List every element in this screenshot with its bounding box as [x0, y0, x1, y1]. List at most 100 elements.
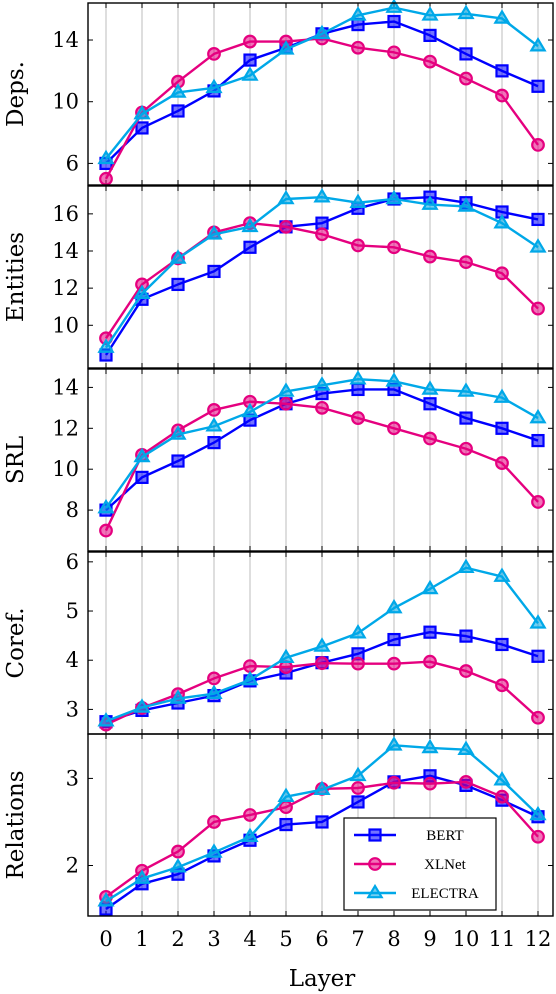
data-point: [387, 240, 401, 255]
data-point: [277, 40, 295, 55]
data-point: [351, 17, 365, 32]
data-point: [313, 637, 331, 652]
data-point: [421, 380, 439, 395]
y-tick-label: 3: [66, 766, 79, 790]
data-point: [351, 411, 365, 425]
data-point: [243, 808, 257, 822]
y-tick-label: 4: [66, 648, 79, 672]
x-tick-label: 6: [315, 927, 328, 951]
y-tick-label: 6: [66, 550, 79, 574]
data-point: [241, 827, 259, 843]
y-tick-label: 8: [66, 498, 79, 522]
data-point: [459, 441, 473, 456]
data-point: [349, 624, 367, 639]
data-point: [531, 495, 545, 509]
data-point: [279, 817, 293, 832]
data-point: [97, 712, 115, 727]
data-point: [279, 396, 293, 411]
data-point: [493, 388, 511, 403]
data-point: [169, 83, 187, 98]
y-tick-label: 5: [66, 599, 79, 623]
x-axis-label: Layer: [289, 966, 356, 992]
data-point: [423, 431, 437, 446]
x-tick-label: 4: [243, 927, 256, 951]
data-point: [531, 301, 545, 316]
data-point: [457, 558, 475, 574]
data-point: [421, 6, 439, 21]
data-point: [495, 266, 509, 281]
data-point: [495, 456, 509, 470]
data-point: [495, 88, 509, 103]
data-point: [207, 46, 221, 61]
data-point: [243, 53, 257, 67]
data-point: [495, 678, 509, 693]
x-tick-label: 7: [351, 927, 364, 951]
panel-frame: [87, 733, 554, 917]
legend-entry-electra: ELECTRA: [354, 883, 479, 902]
data-point: [315, 815, 329, 829]
y-tick-label: 10: [52, 313, 79, 337]
legend-label: XLNet: [424, 857, 466, 873]
y-tick-label: 14: [52, 28, 79, 52]
legend-entry-xlnet: XLNet: [354, 857, 467, 873]
data-point: [205, 225, 223, 240]
series-electra: [97, 558, 547, 727]
x-tick-label: 1: [135, 927, 148, 951]
data-point: [529, 614, 547, 629]
data-point: [277, 382, 295, 397]
data-point: [457, 4, 475, 20]
y-tick-label: 6: [66, 151, 79, 175]
x-axis: Layer 0 1 2 3 4 5 6 7 8 9 10 11 12: [99, 927, 551, 992]
x-tick-label: 3: [207, 927, 220, 951]
data-point: [531, 137, 545, 152]
data-point: [531, 79, 545, 93]
data-point: [207, 264, 221, 279]
data-point: [133, 447, 151, 463]
data-point: [495, 789, 509, 804]
data-point: [387, 421, 401, 436]
series-electra: [97, 0, 547, 165]
data-point: [133, 869, 151, 884]
data-point: [385, 598, 403, 614]
data-point: [385, 736, 403, 751]
data-point: [351, 238, 365, 253]
data-point: [207, 671, 221, 686]
data-point: [495, 421, 509, 435]
panel-coref: 3 4 5 6 Coref.: [3, 550, 554, 735]
data-point: [351, 795, 365, 809]
data-point: [205, 684, 223, 699]
data-point: [495, 64, 509, 78]
panel-frame: [87, 368, 554, 552]
data-point: [423, 397, 437, 411]
legend-entry-bert: BERT: [354, 828, 464, 844]
data-point: [133, 698, 151, 713]
data-point: [205, 417, 223, 432]
data-point: [351, 382, 365, 397]
data-point: [97, 338, 115, 353]
data-point: [387, 656, 401, 671]
data-point: [423, 249, 437, 264]
x-tick-label: 8: [387, 927, 400, 951]
panel-srl: 8 10 12 14 SRL: [3, 368, 554, 552]
data-point: [205, 78, 223, 94]
y-tick-label: 10: [52, 457, 79, 481]
data-point: [207, 402, 221, 417]
data-point: [459, 411, 473, 425]
data-point: [423, 625, 437, 639]
y-axis-label: Coref.: [3, 607, 29, 678]
data-point: [133, 284, 151, 300]
data-point: [315, 656, 329, 671]
data-point: [241, 66, 259, 81]
data-point: [241, 402, 259, 418]
data-point: [241, 217, 259, 233]
data-point: [387, 632, 401, 647]
data-point: [243, 34, 257, 49]
data-point: [351, 781, 365, 795]
y-tick-label: 12: [52, 416, 79, 440]
x-tick-label: 5: [279, 927, 292, 951]
data-point: [385, 189, 403, 205]
data-point: [387, 775, 401, 790]
data-point: [493, 9, 511, 24]
data-point: [313, 780, 331, 796]
